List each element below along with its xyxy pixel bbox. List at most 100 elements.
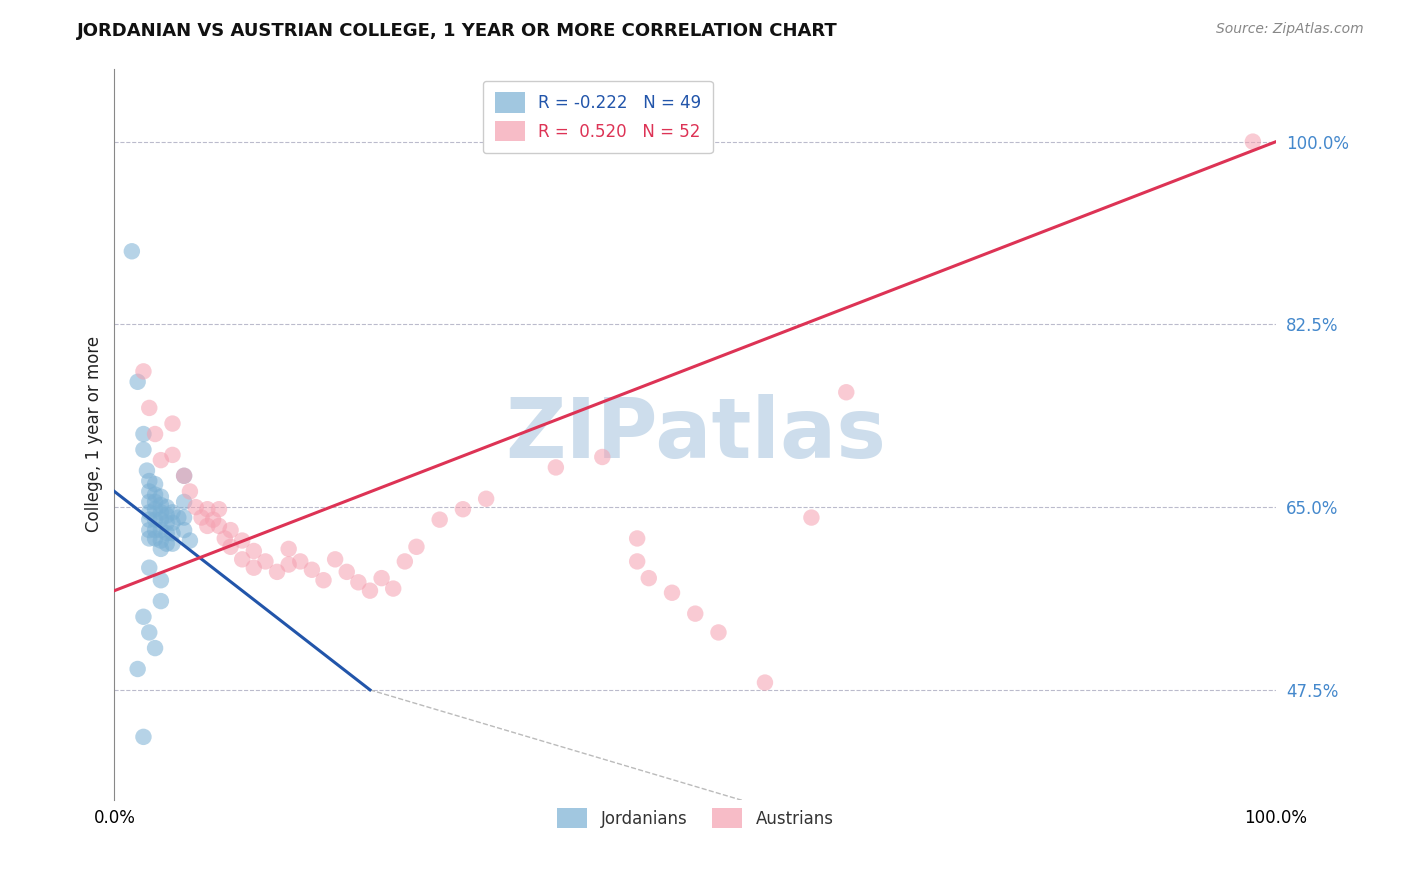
Point: [149, 498, 172, 512]
Point: [149, 573, 172, 587]
Point: [132, 609, 155, 624]
Point: [132, 427, 155, 442]
Point: [202, 513, 225, 527]
Point: [149, 513, 172, 527]
Point: [243, 560, 266, 574]
Text: Source: ZipAtlas.com: Source: ZipAtlas.com: [1216, 22, 1364, 37]
Point: [149, 453, 172, 467]
Point: [143, 487, 166, 501]
Point: [214, 532, 236, 546]
Point: [179, 533, 201, 548]
Point: [173, 468, 195, 483]
Point: [208, 519, 231, 533]
Point: [359, 583, 381, 598]
Point: [167, 510, 190, 524]
Point: [405, 540, 427, 554]
Point: [544, 460, 567, 475]
Point: [132, 364, 155, 378]
Point: [143, 477, 166, 491]
Point: [138, 513, 160, 527]
Point: [219, 540, 242, 554]
Point: [143, 513, 166, 527]
Point: [138, 401, 160, 415]
Point: [149, 505, 172, 519]
Legend: Jordanians, Austrians: Jordanians, Austrians: [550, 801, 841, 835]
Point: [121, 244, 143, 259]
Point: [626, 554, 648, 568]
Point: [661, 586, 683, 600]
Y-axis label: College, 1 year or more: College, 1 year or more: [86, 336, 103, 533]
Point: [683, 607, 706, 621]
Point: [173, 495, 195, 509]
Point: [179, 484, 201, 499]
Point: [143, 427, 166, 442]
Point: [451, 502, 474, 516]
Point: [429, 513, 451, 527]
Point: [162, 516, 184, 530]
Point: [143, 502, 166, 516]
Point: [127, 375, 149, 389]
Point: [591, 450, 613, 464]
Point: [1241, 135, 1264, 149]
Point: [382, 582, 405, 596]
Point: [637, 571, 659, 585]
Point: [301, 563, 323, 577]
Point: [173, 468, 195, 483]
Point: [190, 510, 212, 524]
Point: [370, 571, 392, 585]
Point: [149, 490, 172, 504]
Point: [195, 519, 218, 533]
Point: [394, 554, 416, 568]
Point: [143, 523, 166, 537]
Point: [156, 536, 179, 550]
Point: [162, 448, 184, 462]
Point: [626, 532, 648, 546]
Point: [127, 662, 149, 676]
Point: [336, 565, 359, 579]
Point: [277, 541, 299, 556]
Point: [323, 552, 346, 566]
Point: [149, 594, 172, 608]
Point: [231, 552, 253, 566]
Point: [475, 491, 498, 506]
Point: [277, 558, 299, 572]
Point: [156, 526, 179, 541]
Point: [138, 532, 160, 546]
Point: [231, 533, 253, 548]
Point: [800, 510, 823, 524]
Point: [156, 500, 179, 515]
Point: [132, 730, 155, 744]
Point: [162, 536, 184, 550]
Point: [138, 505, 160, 519]
Point: [156, 508, 179, 523]
Text: JORDANIAN VS AUSTRIAN COLLEGE, 1 YEAR OR MORE CORRELATION CHART: JORDANIAN VS AUSTRIAN COLLEGE, 1 YEAR OR…: [77, 22, 838, 40]
Point: [138, 474, 160, 488]
Point: [208, 502, 231, 516]
Point: [149, 541, 172, 556]
Point: [290, 554, 312, 568]
Text: ZIPatlas: ZIPatlas: [505, 393, 886, 475]
Point: [149, 533, 172, 548]
Point: [162, 505, 184, 519]
Point: [132, 442, 155, 457]
Point: [149, 523, 172, 537]
Point: [136, 464, 159, 478]
Point: [143, 495, 166, 509]
Point: [143, 532, 166, 546]
Point: [707, 625, 730, 640]
Point: [138, 523, 160, 537]
Point: [138, 625, 160, 640]
Point: [243, 544, 266, 558]
Point: [219, 523, 242, 537]
Point: [138, 560, 160, 574]
Point: [138, 484, 160, 499]
Point: [143, 641, 166, 656]
Point: [347, 575, 370, 590]
Point: [754, 675, 776, 690]
Point: [835, 385, 858, 400]
Point: [173, 523, 195, 537]
Point: [184, 500, 207, 515]
Point: [156, 516, 179, 530]
Point: [266, 565, 288, 579]
Point: [173, 510, 195, 524]
